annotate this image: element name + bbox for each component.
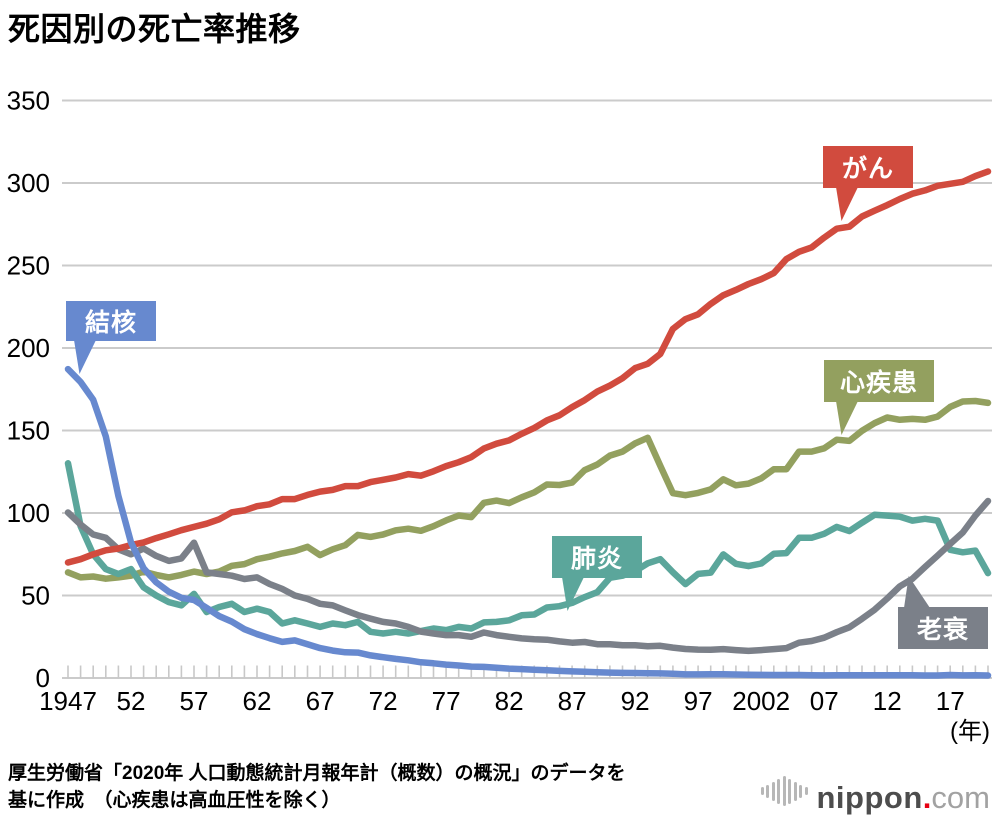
svg-text:300: 300 [7,168,50,198]
svg-text:150: 150 [7,416,50,446]
svg-text:62: 62 [243,686,272,716]
svg-text:92: 92 [621,686,650,716]
source-note-line2: 基に作成 （心疾患は高血圧性を除く） [8,789,341,811]
svg-text:0: 0 [36,663,50,693]
svg-text:67: 67 [306,686,335,716]
svg-text:97: 97 [684,686,713,716]
svg-text:250: 250 [7,251,50,281]
svg-text:1947: 1947 [39,686,97,716]
logo-text-com: com [931,780,990,815]
svg-text:72: 72 [369,686,398,716]
svg-text:200: 200 [7,333,50,363]
soundbars-icon [760,776,808,806]
callout-senility-label: 老衰 [916,616,969,644]
page-title: 死因別の死亡率推移 [8,11,301,47]
svg-text:82: 82 [495,686,524,716]
callout-tuberculosis-label: 結核 [84,309,137,337]
svg-text:50: 50 [21,581,50,611]
svg-text:17: 17 [936,686,965,716]
svg-text:100: 100 [7,498,50,528]
source-note: 厚生労働省「2020年 人口動態統計月報年計（概数）の概況」のデータを 基に作成… [8,761,626,815]
nippon-com-logo: nippon . com [760,776,990,815]
callout-cancer-label: がん [841,155,894,183]
svg-text:350: 350 [7,86,50,116]
svg-text:57: 57 [180,686,209,716]
callout-senility: 老衰 [898,576,988,649]
svg-text:2002: 2002 [732,686,790,716]
chart-svg: 0 50 100 150 200 250 300 350 1947 52 57 62 67 72 77 82 8… [7,86,992,745]
svg-text:52: 52 [117,686,146,716]
svg-text:87: 87 [558,686,587,716]
svg-text:12: 12 [873,686,902,716]
callout-heart-disease: 心疾患 [824,360,934,435]
logo-dot: . [922,780,932,815]
source-note-line1: 厚生労働省「2020年 人口動態統計月報年計（概数）の概況」のデータを [8,763,626,784]
logo-text-nippon: nippon [816,780,923,815]
callout-heart-disease-label: 心疾患 [839,369,918,397]
svg-text:(年): (年) [950,718,990,745]
callout-cancer: がん [823,146,913,221]
callout-pneumonia-label: 肺炎 [570,545,623,573]
svg-text:77: 77 [432,686,461,716]
callout-tuberculosis: 結核 [66,301,156,374]
callout-pneumonia: 肺炎 [552,536,642,611]
svg-text:07: 07 [810,686,839,716]
